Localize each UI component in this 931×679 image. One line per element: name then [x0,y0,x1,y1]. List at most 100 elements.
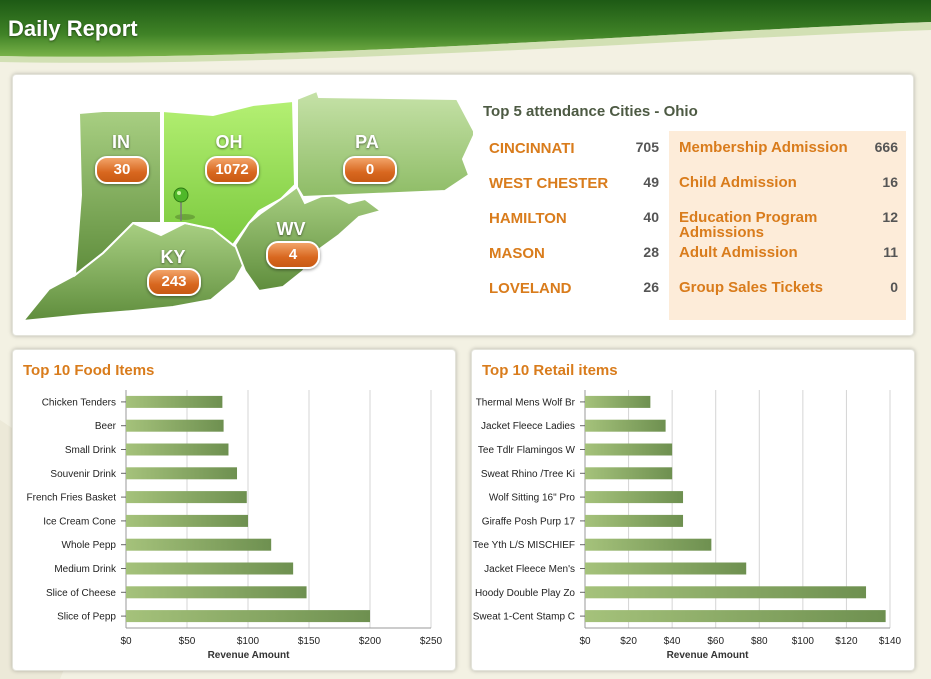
admission-row[interactable]: Education Program Admissions 12 [679,207,898,242]
bar[interactable] [585,419,666,432]
admission-row[interactable]: Child Admission 16 [679,172,898,207]
bar[interactable] [126,610,370,623]
admission-value: 11 [883,244,898,260]
attendance-panel: IN 30 OH 1072 PA 0 WV 4 KY 243 Top 5 att… [12,74,914,336]
header-bar: Daily Report [0,0,931,52]
bar[interactable] [585,610,886,623]
bar[interactable] [585,586,867,599]
admission-name: Child Admission [679,174,797,191]
map-pin-icon[interactable] [173,187,195,221]
admission-name: Membership Admission [679,139,848,156]
category-label: Ice Cream Cone [43,516,116,527]
x-tick-label: $0 [579,636,591,647]
city-row[interactable]: MASON 28 [489,242,659,277]
x-tick-label: $50 [179,636,196,647]
state-badge-pa[interactable]: 0 [343,156,397,184]
bar[interactable] [126,586,307,599]
x-tick-label: $100 [237,636,260,647]
admission-name: Group Sales Tickets [679,279,823,296]
x-tick-label: $200 [359,636,382,647]
category-label: Sweat Rhino /Tree Ki [481,469,575,480]
bar[interactable] [585,443,673,456]
bar[interactable] [585,514,684,527]
x-tick-label: $100 [792,636,815,647]
city-name: LOVELAND [489,280,572,297]
food-chart-panel: Top 10 Food Items $0 $50 $100 $150 $200 $250 C… [12,349,456,671]
category-label: Giraffe Posh Purp 17 [482,516,576,527]
admission-row[interactable]: Adult Admission 11 [679,242,898,277]
category-label: Small Drink [65,445,117,456]
x-axis-title: Revenue Amount [208,650,291,661]
category-label: Slice of Pepp [57,612,116,623]
x-tick-label: $60 [707,636,724,647]
state-label-wv: WV [276,219,306,239]
city-value: 40 [643,209,659,225]
bar[interactable] [126,514,248,527]
bar[interactable] [126,538,272,551]
bar[interactable] [126,395,223,408]
category-label: Tee Yth L/S MISCHIEF [473,540,575,551]
admission-value: 666 [874,139,898,155]
x-tick-label: $250 [420,636,443,647]
bar[interactable] [585,395,651,408]
food-bar-chart: $0 $50 $100 $150 $200 $250 Chicken Tenders Beer… [27,390,443,661]
admission-row[interactable]: Membership Admission 666 [679,137,898,172]
category-label: Beer [95,421,117,432]
admission-value: 12 [882,209,898,225]
city-row[interactable]: CINCINNATI 705 [489,137,659,172]
admissions-box [669,131,906,320]
admission-name: Education Program Admissions [679,209,818,241]
city-value: 28 [643,244,659,260]
x-tick-label: $150 [298,636,321,647]
x-axis-title: Revenue Amount [667,650,750,661]
retail-chart-title: Top 10 Retail items [482,362,618,379]
state-pa[interactable] [296,89,473,199]
bar[interactable] [126,443,229,456]
city-name: MASON [489,245,545,262]
x-tick-label: $120 [835,636,858,647]
state-badge-ky[interactable]: 243 [147,268,201,296]
admission-value: 0 [890,279,898,295]
retail-chart-panel: Top 10 Retail items $0 $20 $40 $60 $80 $100 $1… [471,349,915,671]
admission-row[interactable]: Group Sales Tickets 0 [679,277,898,312]
city-row[interactable]: WEST CHESTER 49 [489,172,659,207]
state-label-ky: KY [160,247,186,267]
city-value: 49 [643,174,659,190]
attendance-title: Top 5 attendance Cities - Ohio [483,103,698,120]
admission-value: 16 [882,174,898,190]
state-label-pa: PA [355,132,379,152]
state-badge-oh[interactable]: 1072 [205,156,259,184]
category-label: French Fries Basket [27,493,117,504]
state-in[interactable] [73,110,162,278]
city-name: CINCINNATI [489,140,575,157]
x-tick-label: $0 [120,636,132,647]
city-row[interactable]: HAMILTON 40 [489,207,659,242]
category-label: Tee Tdlr Flamingos W [478,445,576,456]
category-label: Jacket Fleece Men's [484,564,575,575]
category-label: Slice of Cheese [46,588,116,599]
x-tick-label: $140 [879,636,902,647]
bar[interactable] [585,467,673,480]
category-label: Souvenir Drink [50,469,117,480]
bar[interactable] [126,419,224,432]
x-tick-label: $20 [620,636,637,647]
city-row[interactable]: LOVELAND 26 [489,277,659,312]
state-label-oh: OH [215,132,243,152]
bar[interactable] [585,538,712,551]
bar[interactable] [126,467,238,480]
category-label: Hoody Double Play Zo [475,588,575,599]
page-title: Daily Report [8,16,138,41]
state-ky[interactable] [20,221,251,323]
category-label: Wolf Sitting 16" Pro [489,493,576,504]
bar[interactable] [585,491,684,504]
category-label: Thermal Mens Wolf Br [476,397,576,408]
x-tick-label: $80 [751,636,768,647]
state-badge-in[interactable]: 30 [95,156,149,184]
bar[interactable] [126,491,247,504]
category-label: Sweat 1-Cent Stamp C [473,612,575,623]
bar[interactable] [585,562,747,575]
bar[interactable] [126,562,294,575]
state-badge-wv[interactable]: 4 [266,241,320,269]
category-label: Jacket Fleece Ladies [481,421,575,432]
retail-bar-chart: $0 $20 $40 $60 $80 $100 $120 $140 Thermal Mens W… [473,390,902,661]
